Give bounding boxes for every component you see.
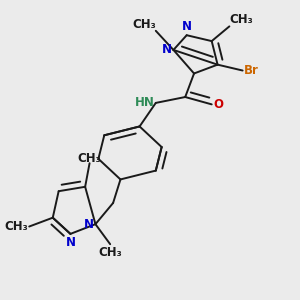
Text: CH₃: CH₃ bbox=[98, 246, 122, 259]
Text: HN: HN bbox=[134, 96, 154, 110]
Text: CH₃: CH₃ bbox=[78, 152, 101, 165]
Text: CH₃: CH₃ bbox=[230, 14, 253, 26]
Text: CH₃: CH₃ bbox=[4, 220, 28, 233]
Text: N: N bbox=[162, 44, 172, 56]
Text: O: O bbox=[213, 98, 223, 111]
Text: N: N bbox=[65, 236, 75, 249]
Text: N: N bbox=[84, 218, 94, 231]
Text: Br: Br bbox=[244, 64, 259, 77]
Text: N: N bbox=[182, 20, 192, 33]
Text: CH₃: CH₃ bbox=[132, 18, 156, 31]
